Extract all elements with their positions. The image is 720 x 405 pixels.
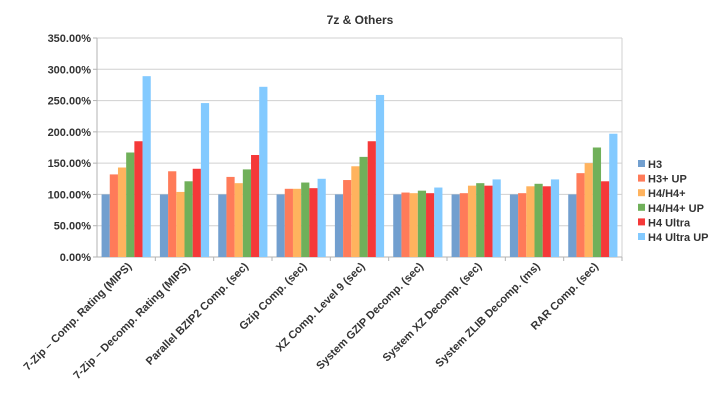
legend-label: H4 Ultra UP — [648, 232, 709, 244]
bar-h4-h4-up — [359, 156, 368, 257]
legend-swatch — [638, 218, 645, 226]
bar-h4-ultra-up — [317, 178, 326, 257]
bar-h4-h4-up — [592, 147, 602, 257]
x-tick-label: System XZ Decomp. (sec) — [381, 260, 485, 364]
chart-title: 7z & Others — [327, 13, 394, 27]
x-tick-label: 7-Zip – Comp. Rating (MIPS) — [22, 260, 135, 373]
legend-label: H4 Ultra — [648, 217, 691, 229]
bar-h4-ultra — [367, 141, 376, 257]
bar-h4-h4- — [409, 193, 418, 257]
x-tick-label: 7-Zip – Decomp. Rating (MIPS) — [71, 260, 193, 382]
x-axis-labels: 7-Zip – Comp. Rating (MIPS)7-Zip – Decom… — [22, 260, 602, 382]
bar-h4-ultra — [309, 188, 318, 257]
bar-h3 — [159, 194, 169, 257]
x-tick-label: Parallel BZIP2 Comp. (sec) — [144, 260, 251, 367]
bar-h4-h4- — [234, 183, 243, 257]
bar-h3 — [218, 194, 227, 257]
bar-h4-ultra — [601, 181, 610, 257]
bar-h4-ultra-up — [609, 133, 618, 257]
bar-h4-h4- — [176, 191, 185, 257]
bars — [101, 76, 618, 258]
legend-swatch — [638, 233, 645, 240]
bar-h4-ultra — [542, 186, 551, 257]
bar-h4-h4- — [467, 185, 477, 257]
bar-h3-up — [168, 171, 177, 257]
bar-h4-h4-up — [301, 182, 310, 257]
bar-h4-h4- — [526, 186, 535, 257]
bar-h4-h4- — [292, 188, 302, 257]
bar-h3-up — [284, 188, 293, 257]
x-tick-label: System GZIP Decomp. (sec) — [314, 260, 426, 372]
bar-h3 — [334, 194, 344, 257]
legend-label: H3 — [648, 159, 662, 171]
y-tick-label: 0.00% — [60, 252, 91, 264]
bar-h4-ultra-up — [200, 103, 210, 258]
legend-swatch — [638, 203, 645, 211]
y-tick-label: 100.00% — [48, 189, 92, 201]
bar-h4-ultra-up — [375, 94, 385, 257]
bar-h3 — [393, 194, 402, 257]
bar-h4-ultra — [134, 141, 143, 257]
y-tick-label: 250.00% — [48, 96, 92, 108]
bar-h4-ultra — [426, 193, 435, 257]
bar-h3-up — [401, 192, 410, 257]
bar-h4-h4-up — [534, 183, 543, 257]
bar-h4-ultra-up — [550, 179, 560, 257]
y-tick-label: 300.00% — [48, 64, 92, 76]
bar-h4-ultra-up — [259, 86, 268, 257]
bar-h4-ultra — [251, 155, 260, 257]
y-axis-ticks: 0.00% 50.00% 100.00% 150.00% 200.00% 250.00% 3… — [48, 33, 92, 264]
legend-swatch — [638, 174, 645, 182]
legend: H3 H3+ UP H4/H4+ H4/H4+ UP H4 Ultra H4 Ultra … — [638, 159, 709, 244]
y-tick-label: 350.00% — [48, 33, 92, 45]
bar-h3-up — [226, 176, 235, 257]
x-tick-label: System ZLIB Decomp. (ms) — [433, 260, 542, 369]
legend-swatch — [638, 160, 645, 167]
bar-h4-h4- — [351, 166, 360, 257]
bar-h3 — [509, 194, 519, 257]
bar-h3 — [451, 194, 460, 257]
bar-h4-h4- — [584, 163, 593, 257]
legend-label: H4/H4+ — [648, 188, 686, 200]
bar-h4-h4-up — [184, 181, 193, 257]
bar-h4-h4- — [117, 167, 127, 257]
legend-label: H4/H4+ UP — [648, 203, 704, 215]
bar-h3-up — [576, 173, 585, 257]
bar-h3-up — [459, 193, 468, 257]
bar-h4-h4-up — [242, 169, 252, 257]
bar-h3-up — [109, 174, 118, 257]
bar-h4-ultra — [192, 168, 201, 257]
bar-h4-h4-up — [126, 152, 135, 257]
bar-h3-up — [518, 193, 527, 257]
legend-swatch — [638, 189, 645, 197]
legend-label: H3+ UP — [648, 174, 687, 186]
bar-h3-up — [343, 180, 352, 257]
bar-h4-h4-up — [476, 183, 485, 257]
y-tick-label: 150.00% — [48, 158, 92, 170]
bar-h4-ultra-up — [142, 76, 151, 257]
bar-h3 — [276, 194, 285, 257]
y-tick-label: 200.00% — [48, 127, 92, 139]
bar-h3 — [568, 194, 577, 257]
bar-h3 — [101, 194, 110, 257]
bar-h4-h4-up — [417, 190, 427, 257]
y-tick-label: 50.00% — [54, 221, 92, 233]
bar-h4-ultra-up — [434, 187, 443, 257]
bar-h4-ultra-up — [492, 179, 501, 257]
bar-h4-ultra — [484, 185, 493, 257]
